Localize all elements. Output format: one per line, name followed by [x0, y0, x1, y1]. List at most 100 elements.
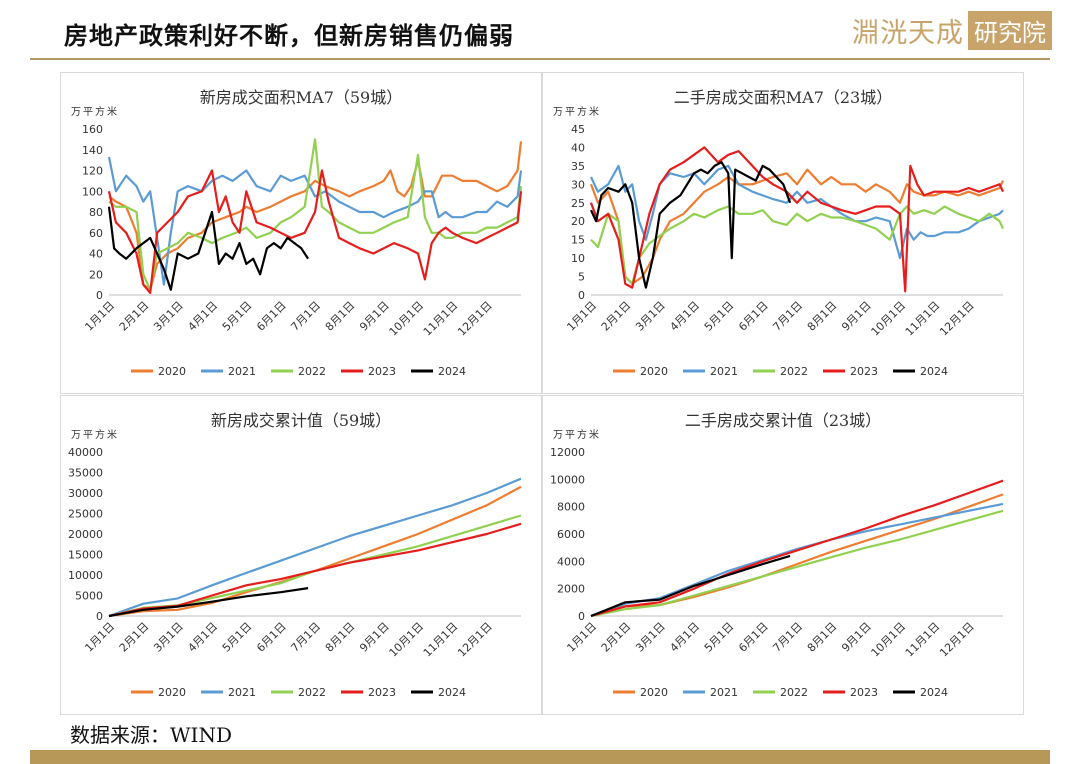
series-line-2022 — [108, 138, 523, 291]
x-tick-label: 3月1日 — [151, 620, 186, 655]
legend-label-2021: 2021 — [228, 686, 256, 699]
y-tick-label: 35 — [571, 160, 585, 173]
y-tick-label: 5000 — [75, 590, 103, 603]
chart-title: 二手房成交累计值（23城） — [685, 411, 881, 430]
y-tick-label: 30000 — [68, 487, 103, 500]
y-tick-label: 80 — [89, 206, 103, 219]
y-tick-label: 0 — [578, 289, 585, 302]
chart-title: 新房成交面积MA7（59城） — [200, 88, 402, 107]
y-tick-label: 25000 — [68, 508, 103, 521]
x-tick-label: 1月1日 — [564, 620, 599, 655]
x-tick-label: 7月1日 — [288, 299, 323, 334]
brand-logo: 淵洸天成 研究院 — [852, 10, 1052, 50]
x-tick-label: 10月1日 — [869, 620, 909, 660]
footer-bar — [30, 750, 1050, 764]
x-tick-label: 12月1日 — [455, 299, 495, 339]
series-line-2023 — [108, 522, 522, 618]
legend-label-2024: 2024 — [920, 365, 948, 378]
unit-label: 万平方米 — [553, 105, 601, 118]
x-tick-label: 11月1日 — [421, 299, 461, 339]
x-tick-label: 5月1日 — [220, 620, 255, 655]
series-line-2022 — [590, 205, 1004, 285]
legend-label-2020: 2020 — [158, 686, 186, 699]
chart-new-home-area: 新房成交面积MA7（59城） 万平方米 0 20 40 60 80 100 120 140 160 1… — [71, 88, 523, 378]
series-line-2022 — [590, 509, 1004, 618]
legend-label-2021: 2021 — [710, 365, 738, 378]
series-line-2023 — [590, 479, 1004, 618]
y-tick-label: 100 — [82, 185, 103, 198]
unit-label: 万平方米 — [71, 428, 119, 441]
x-tick-label: 8月1日 — [323, 299, 358, 334]
x-tick-label: 10月1日 — [869, 299, 909, 339]
logo-text: 淵洸天成 — [852, 17, 964, 49]
header-divider — [30, 58, 1050, 60]
x-tick-label: 7月1日 — [770, 620, 805, 655]
y-tick-label: 60 — [89, 227, 103, 240]
y-tick-label: 10000 — [68, 569, 103, 582]
legend-label-2021: 2021 — [228, 365, 256, 378]
legend-label-2022: 2022 — [298, 365, 326, 378]
chart-title: 新房成交累计值（59城） — [211, 411, 391, 430]
x-tick-label: 2月1日 — [599, 620, 634, 655]
unit-label: 万平方米 — [553, 428, 601, 441]
legend-label-2023: 2023 — [850, 365, 878, 378]
x-tick-label: 7月1日 — [770, 299, 805, 334]
x-tick-label: 11月1日 — [421, 620, 461, 660]
x-tick-label: 6月1日 — [254, 299, 289, 334]
series-line-2020 — [589, 168, 1004, 285]
page-title: 房地产政策利好不断，但新房销售仍偏弱 — [64, 22, 514, 50]
series-line-2021 — [590, 502, 1004, 618]
y-tick-label: 20000 — [68, 528, 103, 541]
x-tick-label: 3月1日 — [633, 620, 668, 655]
legend-label-2024: 2024 — [438, 686, 466, 699]
x-tick-label: 4月1日 — [185, 299, 220, 334]
x-tick-label: 1月1日 — [82, 620, 117, 655]
series-line-2024 — [590, 161, 792, 289]
legend-label-2022: 2022 — [780, 686, 808, 699]
series-line-2021 — [590, 164, 1004, 260]
y-tick-label: 40 — [571, 141, 585, 154]
chart-panel-new-home-area: 新房成交面积MA7（59城） 万平方米 0 20 40 60 80 100 120 140 160 1… — [60, 72, 542, 394]
x-tick-label: 6月1日 — [736, 620, 771, 655]
y-tick-label: 12000 — [550, 446, 585, 459]
series-line-2023 — [107, 169, 523, 294]
legend-label-2021: 2021 — [710, 686, 738, 699]
x-tick-label: 5月1日 — [220, 299, 255, 334]
legend-label-2022: 2022 — [780, 365, 808, 378]
legend-label-2023: 2023 — [850, 686, 878, 699]
series-line-2024 — [107, 206, 310, 291]
x-tick-label: 8月1日 — [323, 620, 358, 655]
y-tick-label: 8000 — [557, 501, 585, 514]
y-tick-label: 20 — [571, 215, 585, 228]
chart-panel-second-hand-cumulative: 二手房成交累计值（23城） 万平方米 0 2000 4000 6000 8000 10000 1… — [542, 395, 1024, 715]
y-tick-label: 15000 — [68, 549, 103, 562]
x-tick-label: 4月1日 — [667, 299, 702, 334]
series-line-2021 — [108, 477, 522, 618]
y-tick-label: 2000 — [557, 583, 585, 596]
y-tick-label: 40000 — [68, 446, 103, 459]
legend-label-2024: 2024 — [438, 365, 466, 378]
x-tick-label: 3月1日 — [151, 299, 186, 334]
chart-panel-second-hand-area: 二手房成交面积MA7（23城） 万平方米 0 5 10 15 20 25 30 35 40 45 1月1… — [542, 72, 1024, 394]
legend-label-2020: 2020 — [640, 686, 668, 699]
logo-box: 研究院 — [968, 10, 1052, 50]
x-tick-label: 11月1日 — [903, 299, 943, 339]
x-tick-label: 4月1日 — [667, 620, 702, 655]
x-tick-label: 2月1日 — [117, 299, 152, 334]
x-tick-label: 1月1日 — [564, 299, 599, 334]
y-tick-label: 160 — [82, 123, 103, 136]
series-line-2021 — [107, 156, 523, 286]
unit-label: 万平方米 — [71, 105, 119, 118]
y-tick-label: 0 — [96, 289, 103, 302]
x-tick-label: 4月1日 — [185, 620, 220, 655]
x-tick-label: 6月1日 — [736, 299, 771, 334]
legend-label-2024: 2024 — [920, 686, 948, 699]
x-tick-label: 10月1日 — [387, 620, 427, 660]
x-tick-label: 12月1日 — [937, 620, 977, 660]
legend-label-2020: 2020 — [640, 365, 668, 378]
series-line-2022 — [108, 514, 522, 618]
x-tick-label: 10月1日 — [387, 299, 427, 339]
y-tick-label: 120 — [82, 165, 103, 178]
y-tick-label: 4000 — [557, 555, 585, 568]
series-line-2020 — [108, 485, 522, 618]
